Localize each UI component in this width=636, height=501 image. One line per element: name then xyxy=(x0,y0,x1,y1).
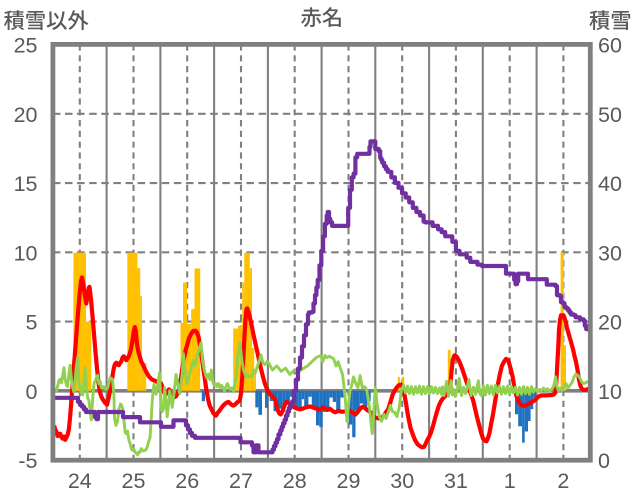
svg-text:10: 10 xyxy=(598,380,622,404)
svg-text:-5: -5 xyxy=(18,449,37,473)
svg-text:1: 1 xyxy=(504,469,516,493)
svg-text:24: 24 xyxy=(68,469,92,493)
svg-text:30: 30 xyxy=(598,241,622,265)
svg-text:29: 29 xyxy=(337,469,361,493)
svg-text:5: 5 xyxy=(26,311,38,335)
svg-text:27: 27 xyxy=(229,469,253,493)
svg-text:30: 30 xyxy=(390,469,414,493)
svg-text:31: 31 xyxy=(444,469,468,493)
svg-text:0: 0 xyxy=(598,449,610,473)
svg-text:26: 26 xyxy=(175,469,199,493)
svg-text:25: 25 xyxy=(122,469,146,493)
svg-text:20: 20 xyxy=(598,311,622,335)
svg-text:15: 15 xyxy=(14,172,38,196)
svg-text:2: 2 xyxy=(557,469,569,493)
svg-text:25: 25 xyxy=(14,34,38,58)
svg-text:50: 50 xyxy=(598,103,622,127)
svg-text:0: 0 xyxy=(26,380,38,404)
svg-text:20: 20 xyxy=(14,103,38,127)
svg-text:40: 40 xyxy=(598,172,622,196)
svg-text:28: 28 xyxy=(283,469,307,493)
svg-text:60: 60 xyxy=(598,34,622,58)
svg-text:10: 10 xyxy=(14,241,38,265)
